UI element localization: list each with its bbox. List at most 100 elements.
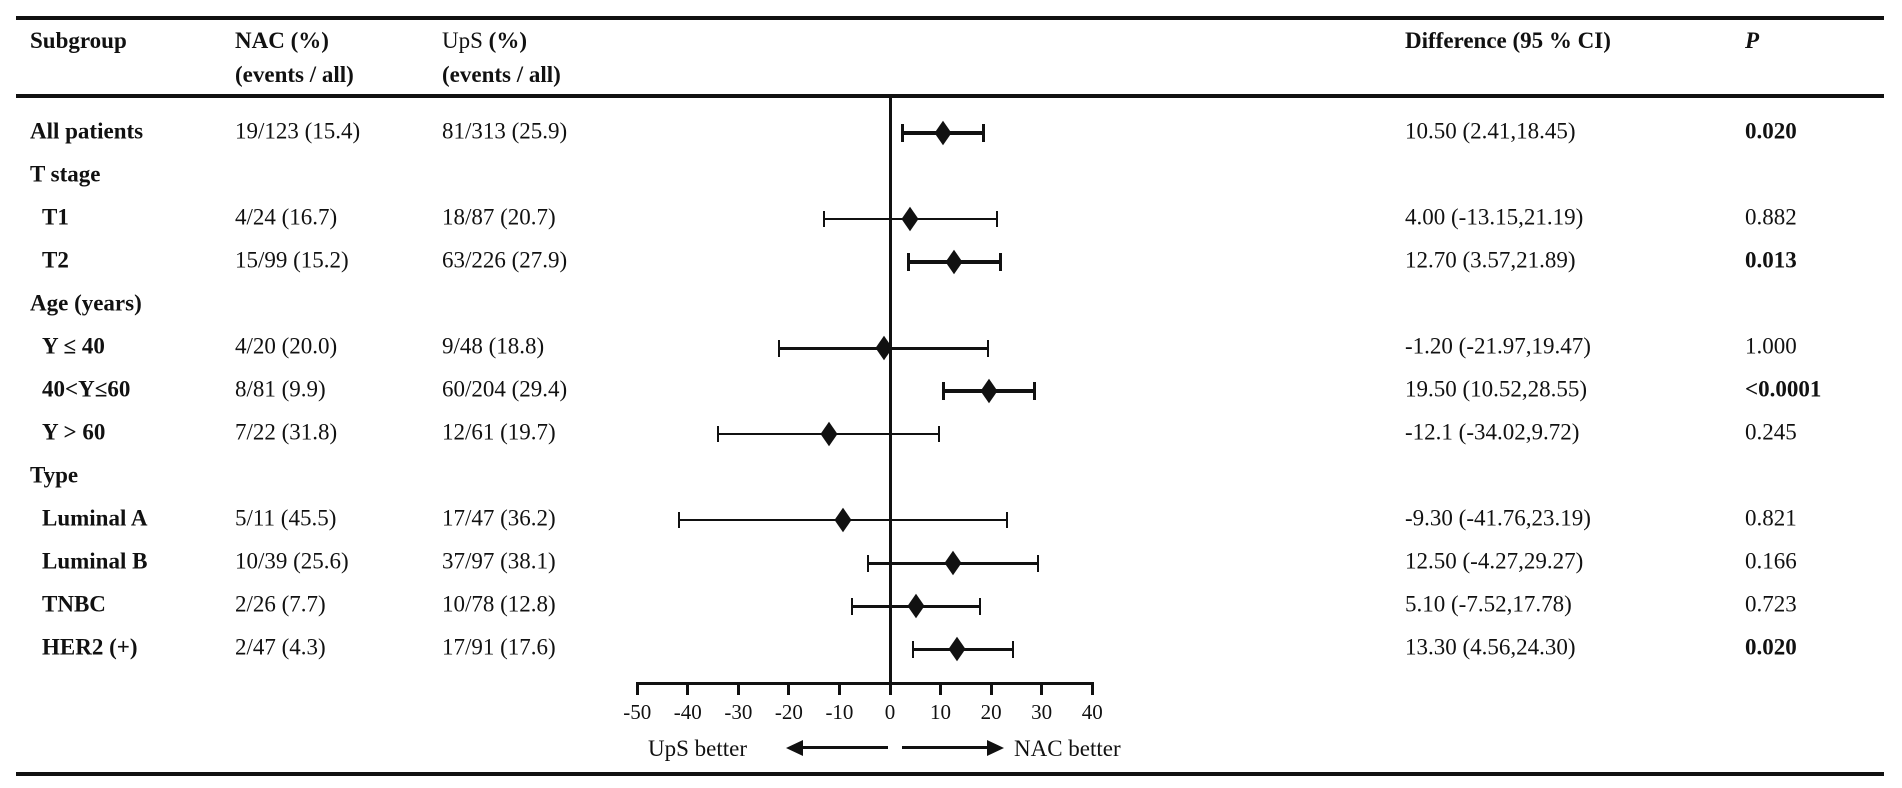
left-arrow-shaft: [802, 746, 888, 749]
row-label: 40<Y≤60: [42, 376, 131, 402]
point-estimate-diamond: [907, 593, 925, 619]
ups-value: 9/48 (18.8): [442, 333, 545, 359]
zero-reference-line: [888, 98, 892, 682]
ci-cap-left: [900, 124, 904, 142]
ci-cap-right: [978, 597, 981, 615]
difference-value: 19.50 (10.52,28.55): [1405, 376, 1588, 402]
row-label: Y ≤ 40: [42, 333, 105, 359]
x-axis-tick-label: 10: [930, 700, 952, 724]
column-header-ups-pct: (%): [488, 28, 527, 53]
x-axis-tick-label: -10: [825, 700, 854, 724]
column-header-p: P: [1745, 28, 1760, 53]
p-value: 1.000: [1745, 333, 1797, 359]
ci-cap-right: [999, 253, 1003, 271]
row-label: Luminal B: [42, 548, 148, 574]
column-header-ups-name: UpS: [442, 28, 489, 53]
nac-value: 10/39 (25.6): [235, 548, 349, 574]
nac-value: 2/47 (4.3): [235, 634, 326, 660]
right-arrow-shaft: [902, 746, 988, 749]
ci-cap-left: [912, 640, 915, 658]
nac-value: 8/81 (9.9): [235, 376, 326, 402]
point-estimate-diamond: [820, 421, 838, 447]
point-estimate-diamond: [980, 378, 998, 404]
ci-cap-left: [822, 211, 825, 227]
x-axis-tick-label: 40: [1081, 700, 1103, 724]
nac-value: 2/26 (7.7): [235, 591, 326, 617]
x-axis-tick-label: 20: [980, 700, 1002, 724]
x-axis-tick: [939, 682, 943, 695]
x-axis-tick: [635, 682, 639, 695]
nac-value: 7/22 (31.8): [235, 419, 338, 445]
ci-cap-left: [941, 382, 945, 400]
x-axis-tick-label: 0: [884, 700, 896, 724]
point-estimate-diamond: [901, 206, 919, 232]
column-header-nac: NAC (%): [235, 28, 329, 53]
column-header-difference: Difference (95 % CI): [1405, 28, 1611, 53]
ci-cap-right: [981, 124, 985, 142]
p-value: 0.020: [1745, 634, 1797, 660]
x-axis-tick-label: 30: [1031, 700, 1053, 724]
ci-cap-right: [1032, 382, 1036, 400]
difference-value: 5.10 (-7.52,17.78): [1405, 591, 1572, 617]
ups-value: 81/313 (25.9): [442, 118, 568, 144]
x-axis-tick: [989, 682, 993, 695]
x-axis-tick-label: -20: [774, 700, 803, 724]
point-estimate-diamond: [948, 636, 966, 662]
p-value: 0.013: [1745, 247, 1797, 273]
row-label: Y > 60: [42, 419, 106, 445]
nac-value: 19/123 (15.4): [235, 118, 361, 144]
p-value: <0.0001: [1745, 376, 1822, 402]
ups-value: 10/78 (12.8): [442, 591, 556, 617]
ci-cap-right: [987, 339, 990, 357]
left-arrow-icon: [786, 740, 803, 756]
difference-value: 13.30 (4.56,24.30): [1405, 634, 1576, 660]
ups-value: 37/97 (38.1): [442, 548, 556, 574]
point-estimate-diamond: [944, 550, 962, 576]
ups-value: 18/87 (20.7): [442, 204, 556, 230]
x-axis-tick: [787, 682, 791, 695]
top-rule: [16, 16, 1884, 20]
p-value: 0.166: [1745, 548, 1797, 574]
point-estimate-diamond: [934, 120, 952, 146]
row-label: T2: [42, 247, 69, 273]
nac-value: 4/20 (20.0): [235, 333, 338, 359]
ups-value: 17/47 (36.2): [442, 505, 556, 531]
row-label: T1: [42, 204, 69, 230]
difference-value: -1.20 (-21.97,19.47): [1405, 333, 1591, 359]
difference-value: -9.30 (-41.76,23.19): [1405, 505, 1591, 531]
nac-value: 4/24 (16.7): [235, 204, 338, 230]
column-header-ups-sub: (events / all): [442, 62, 561, 87]
ci-cap-right: [1036, 554, 1039, 572]
x-axis-tick: [837, 682, 841, 695]
ups-value: 60/204 (29.4): [442, 376, 568, 402]
x-axis-tick: [736, 682, 740, 695]
x-axis-tick: [1040, 682, 1044, 695]
difference-value: 12.50 (-4.27,29.27): [1405, 548, 1584, 574]
point-estimate-diamond: [945, 249, 963, 275]
row-label: T stage: [30, 161, 101, 187]
x-axis-tick: [1090, 682, 1094, 695]
row-label: Luminal A: [42, 505, 148, 531]
ci-cap-left: [850, 597, 853, 615]
ups-value: 12/61 (19.7): [442, 419, 556, 445]
difference-value: -12.1 (-34.02,9.72): [1405, 419, 1580, 445]
p-value: 0.882: [1745, 204, 1797, 230]
bottom-rule: [16, 772, 1884, 776]
ci-cap-left: [777, 339, 780, 357]
row-label: All patients: [30, 118, 144, 144]
column-header-nac-sub: (events / all): [235, 62, 354, 87]
p-value: 0.723: [1745, 591, 1797, 617]
row-label: Age (years): [30, 290, 142, 316]
ci-cap-left: [677, 512, 680, 528]
right-direction-label: NAC better: [1014, 736, 1121, 761]
nac-value: 5/11 (45.5): [235, 505, 337, 531]
left-direction-label: UpS better: [648, 736, 748, 761]
header-rule: [16, 94, 1884, 98]
ci-cap-left: [867, 554, 870, 572]
column-header-subgroup: Subgroup: [30, 28, 127, 53]
row-label: HER2 (+): [42, 634, 138, 660]
x-axis-tick: [686, 682, 690, 695]
p-value: 0.020: [1745, 118, 1797, 144]
x-axis-line: [637, 682, 1093, 685]
